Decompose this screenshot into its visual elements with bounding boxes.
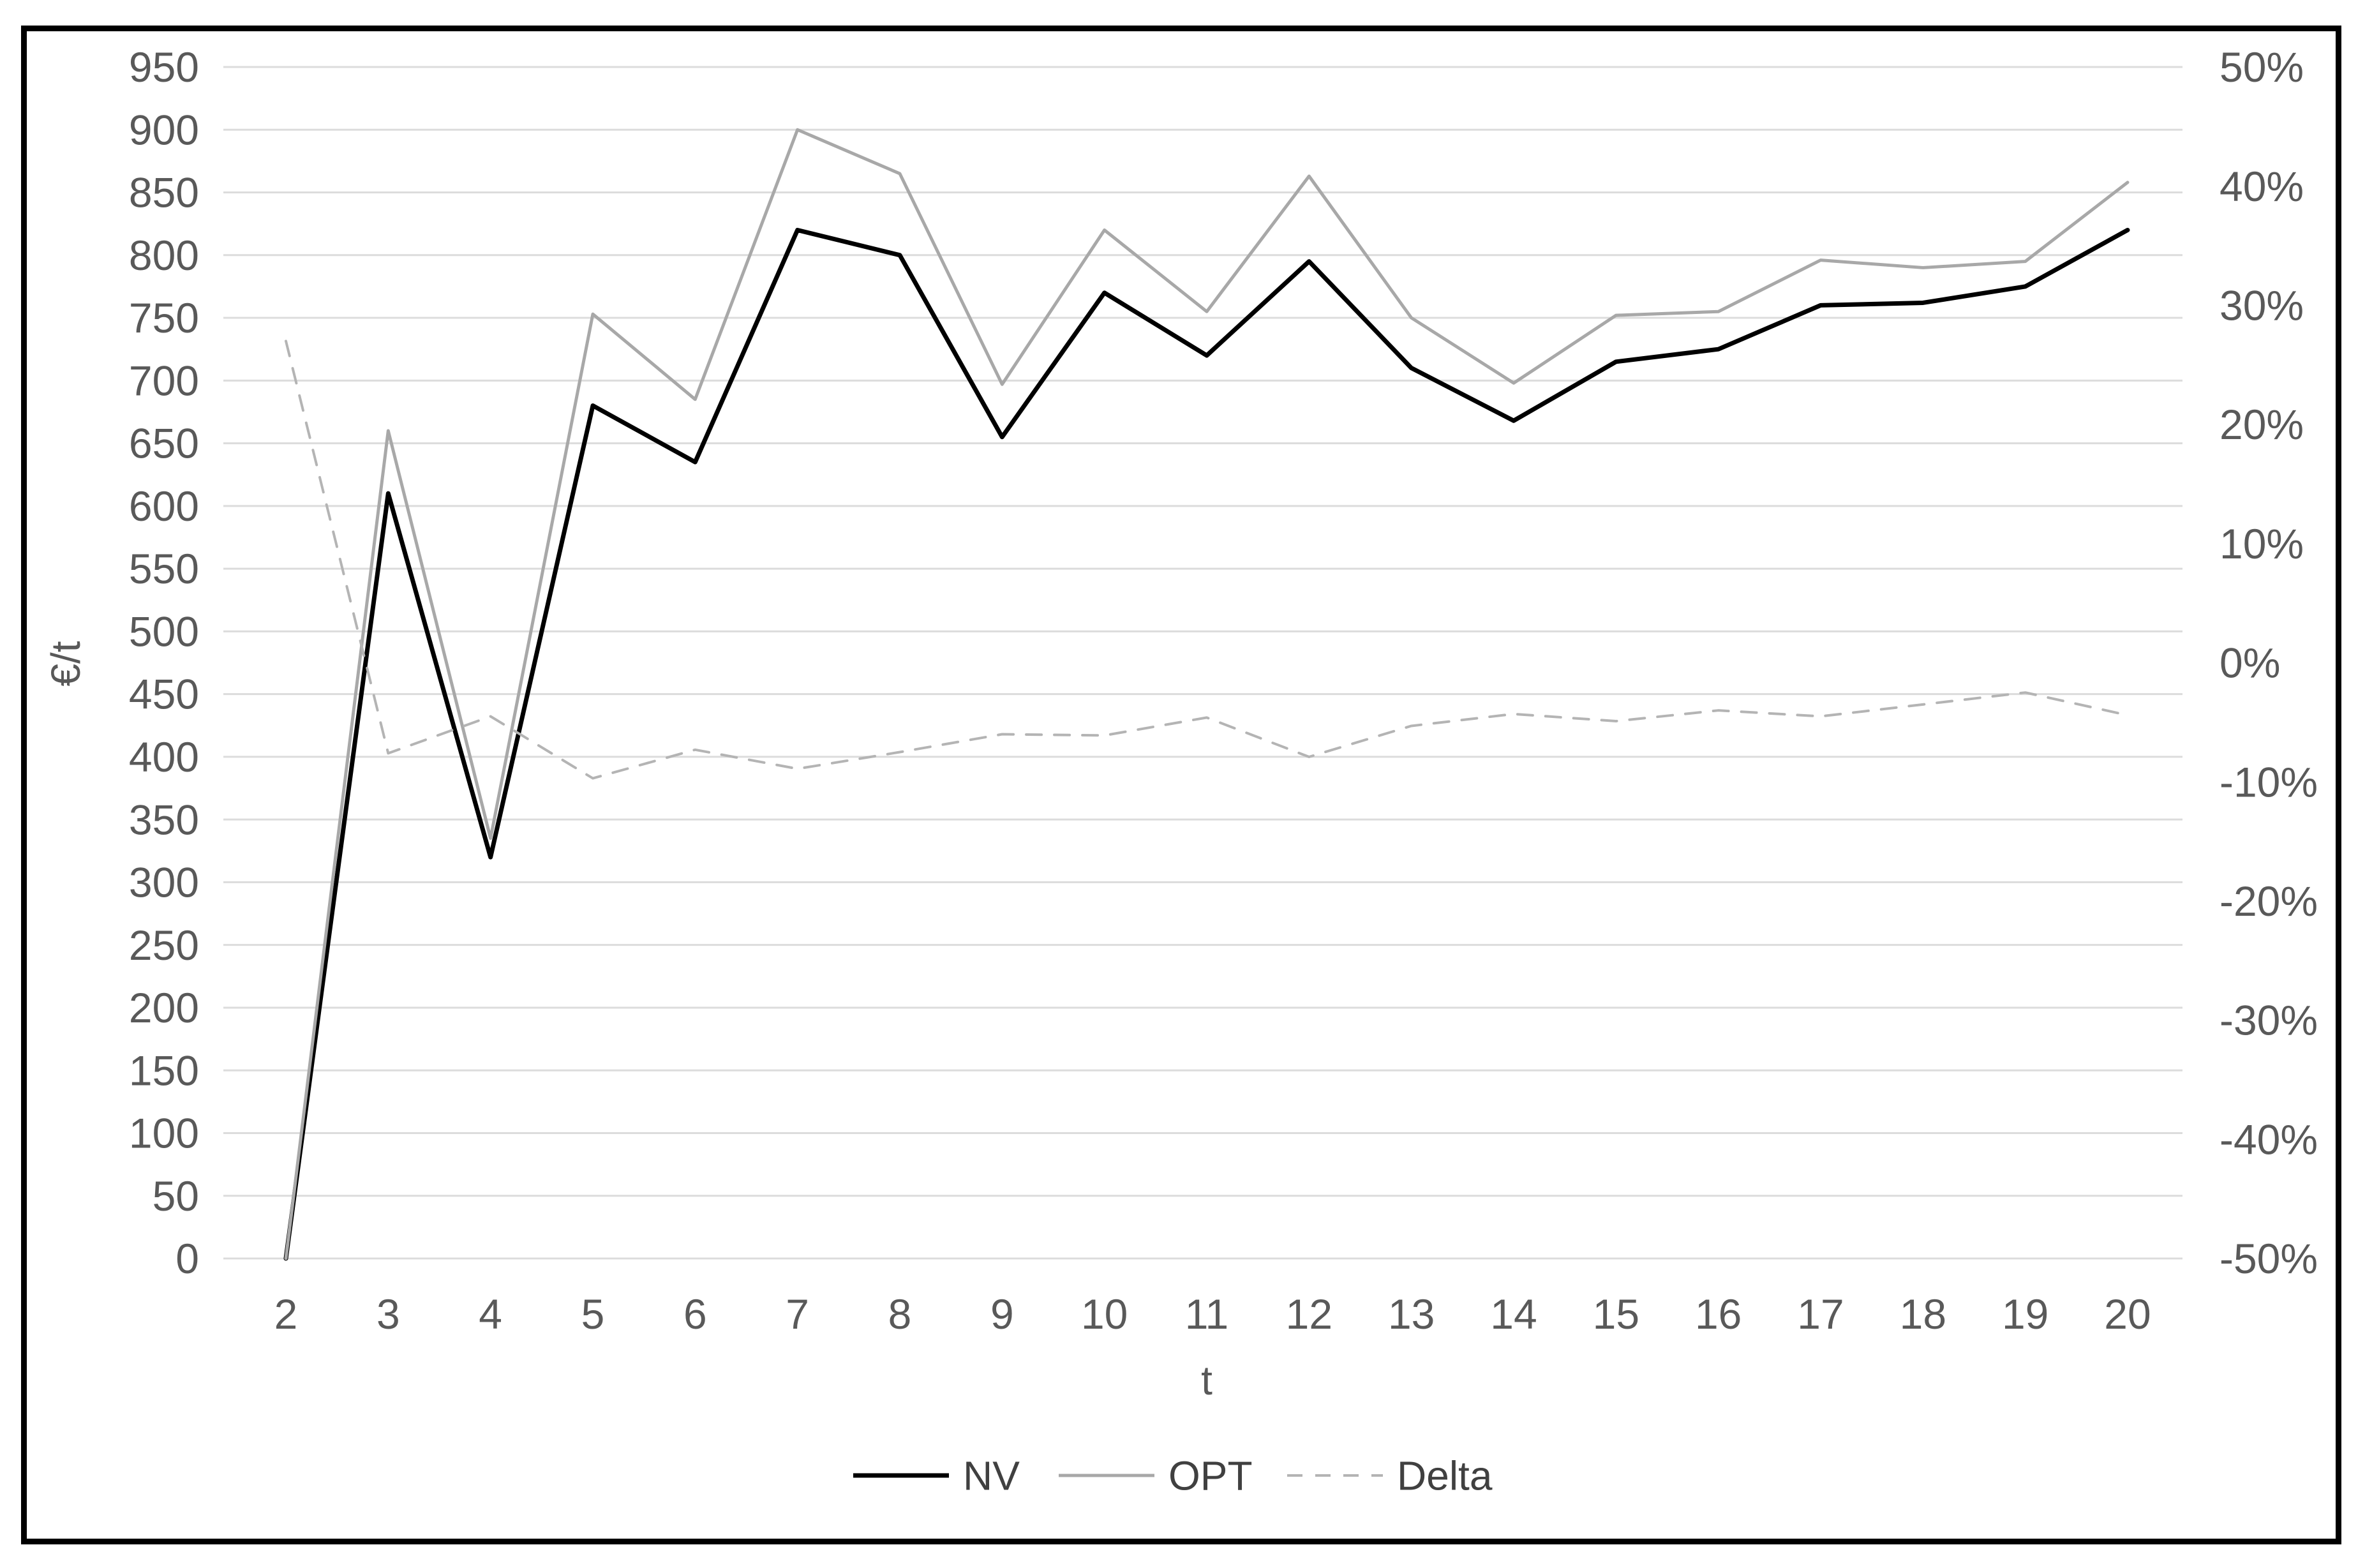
x-axis-tick-label: 2 <box>274 1290 298 1338</box>
y-axis-right-tick-label: 40% <box>2220 163 2304 210</box>
y-axis-left-tick-label: 800 <box>129 232 199 279</box>
x-axis-tick-label: 10 <box>1081 1290 1128 1338</box>
series-line-delta <box>285 340 2129 780</box>
y-axis-right-tick-label: -50% <box>2220 1235 2318 1282</box>
y-axis-left-tick-label: 350 <box>129 796 199 843</box>
x-axis-tick-label: 19 <box>2002 1290 2048 1338</box>
x-axis-tick-label: 15 <box>1593 1290 1639 1338</box>
legend-label-delta: Delta <box>1397 1452 1493 1498</box>
y-axis-right-tick-label: 30% <box>2220 282 2304 329</box>
x-axis-tick-label: 5 <box>581 1290 605 1338</box>
y-axis-left-tick-label: 850 <box>129 169 199 216</box>
y-axis-left-tick-label: 650 <box>129 420 199 467</box>
x-axis-tick-label: 9 <box>990 1290 1014 1338</box>
y-axis-right-tick-label: -30% <box>2220 997 2318 1044</box>
y-axis-left-tick-label: 300 <box>129 859 199 906</box>
x-axis-tick-label: 13 <box>1388 1290 1435 1338</box>
y-axis-left-tick-label: 50 <box>153 1172 199 1220</box>
y-axis-left-tick-label: 450 <box>129 671 199 718</box>
y-axis-left-tick-label: 200 <box>129 984 199 1031</box>
y-axis-left-tick-label: 550 <box>129 545 199 592</box>
y-axis-right-tick-label: 0% <box>2220 639 2280 687</box>
y-axis-left-tick-label: 950 <box>129 43 199 91</box>
y-axis-right-tick-label: 20% <box>2220 401 2304 448</box>
legend-label-opt: OPT <box>1168 1452 1253 1498</box>
x-axis-tick-label: 16 <box>1695 1290 1742 1338</box>
y-axis-right-tick-label: -10% <box>2220 758 2318 805</box>
y-axis-left-tick-label: 900 <box>129 106 199 153</box>
x-axis-tick-label: 4 <box>479 1290 502 1338</box>
tick-labels-group: 0 50 100 150 200 250 300 350 400 450 500 550 600 650 7… <box>129 43 2318 1338</box>
series-group <box>283 128 2130 1261</box>
x-axis-tick-label: 3 <box>377 1290 400 1338</box>
series-line-opt <box>284 128 2130 1260</box>
y-axis-title: €/t <box>43 641 89 686</box>
y-axis-right-tick-label: -40% <box>2220 1116 2318 1163</box>
y-axis-left-tick-label: 0 <box>175 1235 199 1282</box>
y-axis-right-tick-label: 50% <box>2220 43 2304 91</box>
y-axis-left-tick-label: 250 <box>129 922 199 969</box>
gridlines-group <box>223 66 2182 1260</box>
legend: NV OPT Delta <box>853 1452 1493 1498</box>
y-axis-left-tick-label: 100 <box>129 1110 199 1157</box>
x-axis-tick-label: 6 <box>683 1290 707 1338</box>
x-axis-tick-label: 8 <box>888 1290 912 1338</box>
y-axis-left-tick-label: 600 <box>129 482 199 530</box>
x-axis-title: t <box>1201 1357 1212 1403</box>
x-axis-tick-label: 14 <box>1490 1290 1537 1338</box>
y-axis-left-tick-label: 500 <box>129 608 199 655</box>
x-axis-tick-label: 17 <box>1797 1290 1844 1338</box>
figure-border <box>21 26 2341 1544</box>
x-axis-tick-label: 18 <box>1900 1290 1946 1338</box>
x-axis-tick-label: 11 <box>1185 1290 1229 1338</box>
x-axis-tick-label: 20 <box>2104 1290 2151 1338</box>
legend-label-nv: NV <box>963 1452 1020 1498</box>
y-axis-right-tick-label: 10% <box>2220 520 2304 567</box>
x-axis-tick-label: 7 <box>786 1290 809 1338</box>
series-line-nv <box>283 227 2130 1261</box>
y-axis-left-tick-label: 400 <box>129 733 199 780</box>
y-axis-right-tick-label: -20% <box>2220 877 2318 925</box>
y-axis-left-tick-label: 700 <box>129 357 199 404</box>
y-axis-left-tick-label: 750 <box>129 294 199 341</box>
x-axis-tick-label: 12 <box>1286 1290 1332 1338</box>
y-axis-left-tick-label: 150 <box>129 1047 199 1094</box>
